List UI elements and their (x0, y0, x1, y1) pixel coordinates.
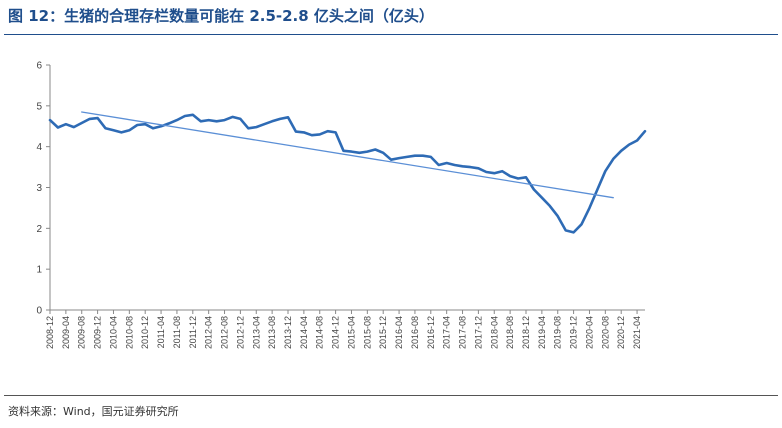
x-tick-label: 2017-04 (442, 316, 452, 349)
x-tick-label: 2015-08 (362, 316, 372, 349)
x-tick-label: 2017-12 (473, 316, 483, 349)
x-tick-label: 2014-08 (315, 316, 325, 349)
x-tick-label: 2016-08 (410, 316, 420, 349)
footer-divider (4, 395, 778, 396)
x-tick-label: 2011-04 (156, 316, 166, 348)
x-tick-label: 2019-04 (537, 316, 547, 349)
x-tick-label: 2020-04 (584, 316, 594, 349)
x-tick-label: 2019-08 (553, 316, 563, 349)
x-tick-label: 2008-12 (45, 316, 55, 349)
source-note: 资料来源：Wind，国元证券研究所 (8, 405, 179, 418)
x-tick-label: 2021-04 (632, 316, 642, 349)
line-chart: 0 1 2 3 4 5 6 2008-12 2009-04 2009-08 2009-12 2010… (36, 61, 647, 349)
x-tick-label: 2020-08 (600, 316, 610, 349)
x-tick-label: 2014-04 (299, 316, 309, 349)
y-tick-label: 2 (36, 224, 42, 235)
x-tick-label: 2017-08 (458, 316, 468, 349)
x-tick-label: 2009-08 (77, 316, 87, 349)
x-tick-label: 2011-08 (172, 316, 182, 348)
x-tick-label: 2018-12 (521, 316, 531, 349)
x-tick-label: 2016-12 (426, 316, 436, 349)
x-tick-label: 2012-12 (235, 316, 245, 349)
x-tick-label: 2019-12 (569, 316, 579, 349)
x-axis: 2008-12 2009-04 2009-08 2009-12 2010-04 2010-… (45, 309, 645, 349)
x-tick-label: 2011-12 (188, 316, 198, 348)
chart-title: 图 12：生猪的合理存栏数量可能在 2.5-2.8 亿头之间（亿头） (8, 7, 434, 25)
x-tick-label: 2010-12 (140, 316, 150, 349)
x-tick-label: 2013-12 (283, 316, 293, 349)
x-tick-label: 2015-04 (346, 316, 356, 349)
x-tick-label: 2013-08 (267, 316, 277, 349)
x-tick-label: 2013-04 (251, 316, 261, 349)
y-axis: 0 1 2 3 4 5 6 (36, 61, 51, 317)
x-tick-label: 2012-04 (204, 316, 214, 349)
y-tick-label: 4 (36, 142, 42, 153)
x-tick-label: 2018-04 (489, 316, 499, 349)
series (48, 111, 647, 234)
y-tick-label: 6 (36, 61, 42, 72)
y-tick-label: 1 (36, 265, 42, 276)
title-divider (4, 34, 778, 35)
y-tick-label: 0 (36, 306, 42, 317)
x-tick-label: 2016-04 (394, 316, 404, 349)
trend-line (81, 111, 614, 199)
x-tick-label: 2015-12 (378, 316, 388, 349)
series-line (48, 113, 647, 234)
x-tick-label: 2018-08 (505, 316, 515, 349)
y-tick-label: 5 (36, 101, 42, 112)
x-tick-label: 2010-04 (108, 316, 118, 349)
x-tick-label: 2020-12 (616, 316, 626, 349)
x-tick-label: 2009-12 (93, 316, 103, 349)
x-tick-label: 2012-08 (220, 316, 230, 349)
x-tick-label: 2014-12 (331, 316, 341, 349)
y-tick-label: 3 (36, 183, 42, 194)
x-tick-label: 2010-08 (124, 316, 134, 349)
x-tick-label: 2009-04 (61, 316, 71, 349)
